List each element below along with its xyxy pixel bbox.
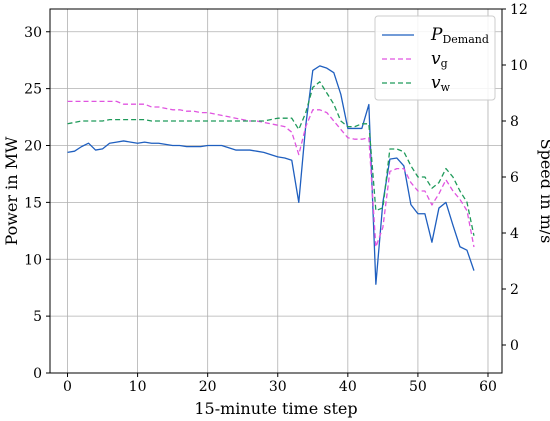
right-tick-label: 6 [510,170,519,186]
right-tick-label: 4 [510,226,519,242]
right-y-axis-label: Speed in m/s [537,139,550,244]
series-line-v-w [67,81,475,236]
legend-entry-v-g: vg [431,49,448,70]
left-tick-label: 20 [24,139,42,155]
legend-entry-v-w: vw [431,73,451,94]
legend-subscript: g [441,57,448,70]
series-line-v-g [67,100,475,248]
series-layer [67,65,475,285]
legend-box [374,15,496,101]
x-tick-label: 0 [63,379,72,395]
x-axis: 0 10 20 30 40 50 60 [63,373,497,395]
left-y-axis: 0 5 10 15 20 25 30 [24,25,50,382]
left-y-axis-label: Power in MW [2,136,21,246]
x-tick-label: 30 [269,379,287,395]
series-line-p-demand [67,65,475,285]
x-tick-label: 60 [479,379,497,395]
left-tick-label: 25 [24,82,42,98]
left-tick-label: 0 [33,366,42,382]
right-tick-label: 10 [510,58,528,74]
legend-symbol: v [431,73,441,93]
right-tick-label: 8 [510,114,519,130]
plot-frame [49,8,503,374]
left-tick-label: 10 [24,252,42,268]
x-tick-label: 50 [409,379,427,395]
left-tick-label: 15 [24,195,42,211]
x-tick-label: 10 [129,379,147,395]
legend-symbol: v [431,49,441,69]
x-tick-label: 20 [199,379,217,395]
x-tick-label: 40 [339,379,357,395]
legend-entry-p-demand: PDemand [430,25,489,46]
legend-subscript: Demand [442,33,488,46]
right-tick-label: 0 [510,338,519,354]
legend-symbol: P [430,25,443,45]
x-axis-label: 15-minute time step [194,399,357,418]
right-tick-label: 12 [510,2,528,18]
left-tick-label: 30 [24,25,42,41]
left-tick-label: 5 [33,309,42,325]
legend-subscript: w [441,81,451,94]
right-y-axis: 0 2 4 6 8 10 12 [502,2,528,354]
right-tick-label: 2 [510,282,519,298]
